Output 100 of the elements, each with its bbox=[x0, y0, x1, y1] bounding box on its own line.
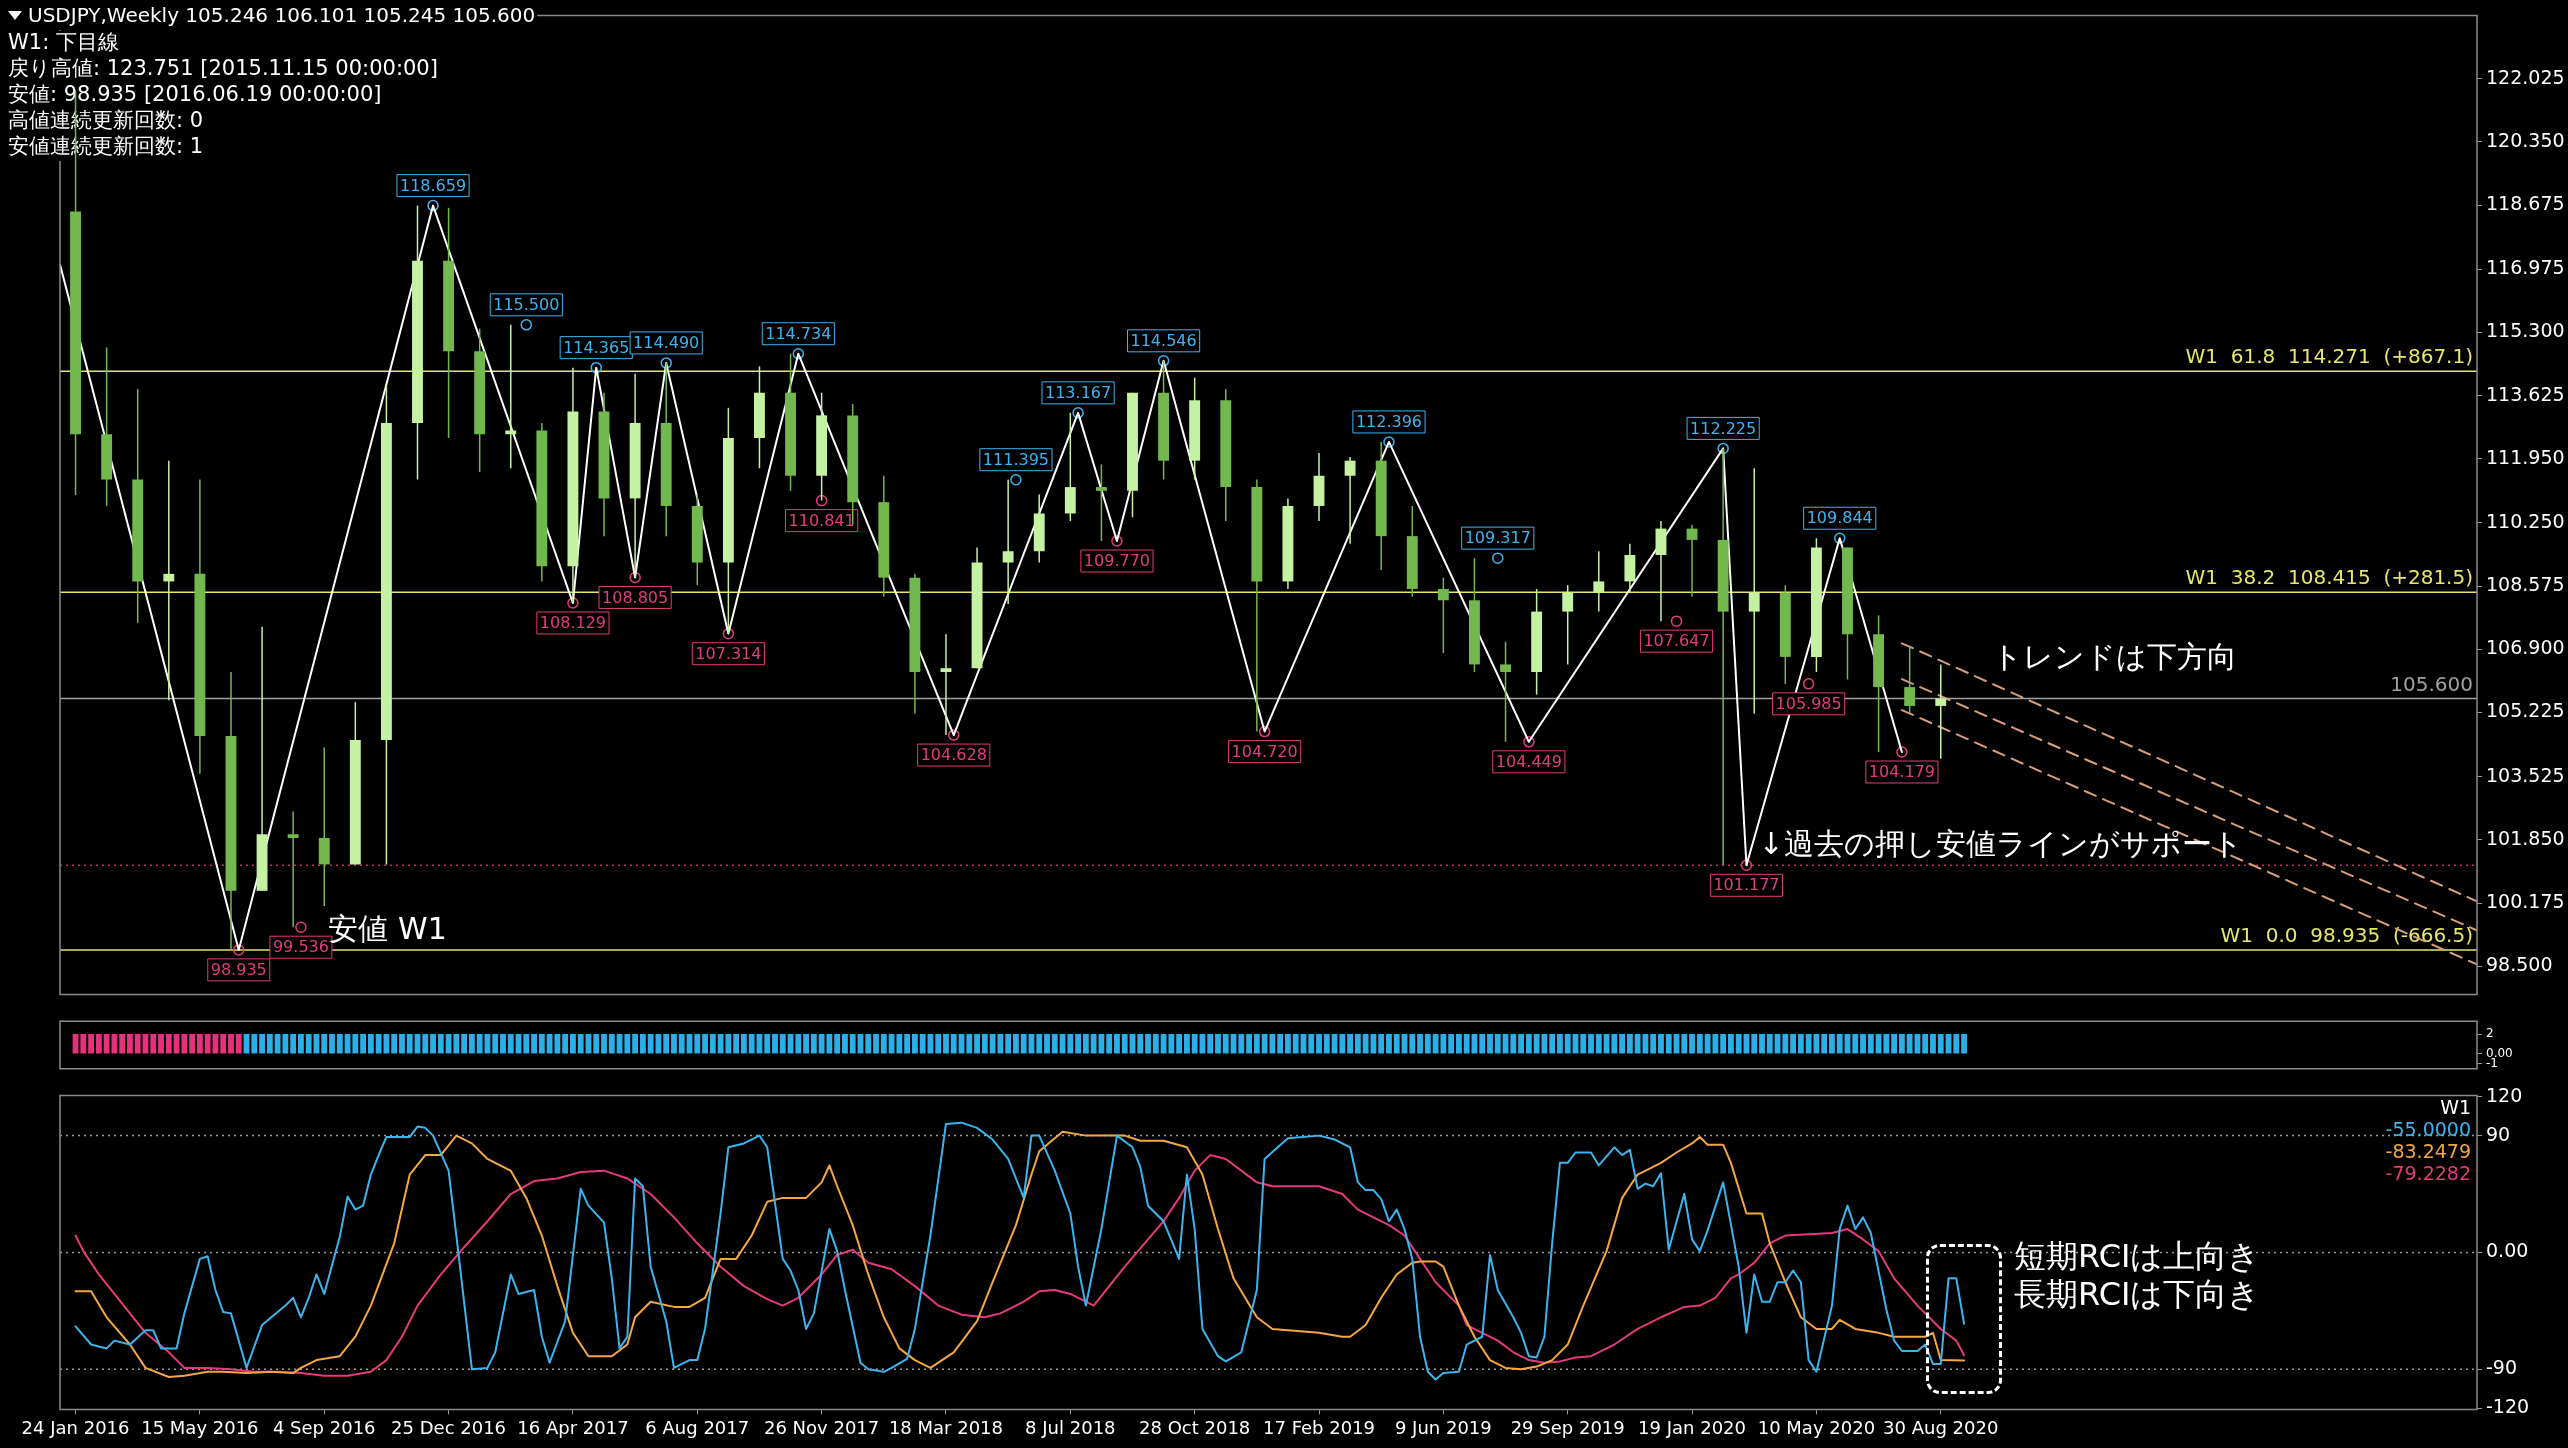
point bbox=[1896, 746, 1908, 758]
text: -79.2282 bbox=[2385, 1162, 2471, 1185]
y-tick-label: -90 bbox=[2486, 1356, 2518, 1379]
x-tick-label: 30 Aug 2020 bbox=[1883, 1416, 1999, 1438]
y-tick-label: 110.250 bbox=[2486, 509, 2565, 532]
candlestick bbox=[1095, 463, 1107, 542]
x-tick-label: 19 Jan 2020 bbox=[1638, 1416, 1747, 1438]
data-label: 114.546 bbox=[1130, 330, 1197, 350]
ref-line-label: W1 38.2 108.415 (+281.5) bbox=[2185, 565, 2473, 590]
chart-title: USDJPY,Weekly 105.246 106.101 105.245 105.600 bbox=[28, 3, 536, 28]
ref-line-label: W1 0.0 98.935 (-666.5) bbox=[2220, 923, 2473, 948]
point bbox=[1010, 473, 1022, 486]
y-tick-label: 120.350 bbox=[2486, 128, 2565, 151]
point bbox=[1111, 535, 1123, 547]
x-tick-label: 16 Apr 2017 bbox=[517, 1416, 629, 1438]
data-label: 105.985 bbox=[1775, 694, 1842, 714]
y-tick-label: 115.300 bbox=[2486, 319, 2565, 342]
x-tick-label: 29 Sep 2019 bbox=[1510, 1416, 1625, 1438]
legend-title: W1 bbox=[2440, 1096, 2471, 1119]
data-label: 104.179 bbox=[1868, 762, 1935, 782]
point bbox=[1523, 736, 1535, 748]
candlestick bbox=[1904, 644, 1916, 715]
point bbox=[1258, 725, 1271, 738]
annotation: W1: 下目線 bbox=[8, 30, 119, 55]
point bbox=[590, 361, 602, 374]
point bbox=[722, 627, 735, 640]
text: -55.0000 bbox=[2385, 1118, 2471, 1141]
data-label: 99.536 bbox=[272, 937, 329, 957]
data-label: 104.720 bbox=[1231, 741, 1298, 761]
point bbox=[1072, 407, 1084, 419]
candlestick bbox=[163, 459, 175, 702]
data-label: 109.844 bbox=[1806, 508, 1873, 528]
point bbox=[233, 944, 245, 956]
x-tick-label: 4 Sep 2016 bbox=[272, 1416, 376, 1438]
point bbox=[1383, 436, 1395, 448]
ref-line-label: W1 61.8 114.271 (+867.1) bbox=[2185, 344, 2473, 369]
ref-line-label: 105.600 bbox=[2390, 671, 2473, 696]
y-tick-label: 101.850 bbox=[2486, 826, 2565, 849]
point bbox=[1492, 552, 1504, 564]
x-tick-label: 18 Mar 2018 bbox=[888, 1416, 1004, 1438]
data-label: 112.396 bbox=[1355, 412, 1423, 432]
point bbox=[1740, 859, 1753, 872]
annotation: 短期RCIは上向き bbox=[2014, 1236, 2261, 1275]
point bbox=[567, 597, 579, 609]
y-tick-label: 103.525 bbox=[2486, 763, 2565, 786]
data-label: 107.314 bbox=[695, 643, 762, 663]
y-tick-label: 120 bbox=[2486, 1083, 2523, 1106]
data-label: 112.225 bbox=[1690, 418, 1757, 438]
point bbox=[629, 571, 641, 584]
y-tick-label: 100.175 bbox=[2486, 890, 2565, 913]
candlestick bbox=[940, 633, 952, 736]
candlestick bbox=[1748, 467, 1760, 715]
point bbox=[948, 729, 960, 741]
data-label: 111.395 bbox=[982, 449, 1050, 469]
data-label: 104.449 bbox=[1495, 751, 1562, 771]
candlestick bbox=[1437, 576, 1449, 654]
y-tick-label: 2 bbox=[2486, 1026, 2494, 1041]
text: -83.2479 bbox=[2385, 1140, 2471, 1163]
y-tick-label: 0.00 bbox=[2486, 1239, 2529, 1262]
data-label: 107.647 bbox=[1643, 631, 1710, 651]
x-tick-label: 8 Jul 2018 bbox=[1025, 1416, 1116, 1438]
annotation: 安値 W1 bbox=[328, 910, 447, 946]
point bbox=[295, 921, 307, 933]
data-label: 114.490 bbox=[633, 333, 700, 353]
data-label: 113.167 bbox=[1045, 383, 1112, 403]
point bbox=[427, 199, 439, 212]
data-label: 115.500 bbox=[493, 294, 560, 314]
candlestick bbox=[1593, 550, 1605, 613]
y-tick-label: 108.575 bbox=[2486, 573, 2565, 596]
point bbox=[520, 319, 533, 331]
annotation: 長期RCIは下向き bbox=[2014, 1274, 2261, 1313]
data-label: 109.770 bbox=[1083, 551, 1151, 571]
candlestick bbox=[287, 810, 299, 928]
candlestick bbox=[1935, 663, 1947, 760]
data-label: 108.805 bbox=[602, 587, 669, 607]
x-tick-label: 10 May 2020 bbox=[1757, 1416, 1876, 1438]
data-label: 101.177 bbox=[1713, 875, 1780, 895]
data-label: 104.628 bbox=[920, 745, 987, 765]
x-tick-label: 24 Jan 2016 bbox=[21, 1416, 130, 1438]
point bbox=[1157, 355, 1170, 367]
annotation: トレンドは下方向 bbox=[1991, 638, 2237, 674]
candlestick bbox=[1500, 641, 1511, 743]
candlestick bbox=[505, 324, 517, 469]
point bbox=[792, 347, 805, 360]
data-label: 118.659 bbox=[399, 175, 467, 195]
y-tick-label: 106.900 bbox=[2486, 636, 2565, 659]
y-tick-label: 118.675 bbox=[2486, 191, 2565, 214]
y-tick-label: 116.975 bbox=[2486, 256, 2565, 279]
x-tick-label: 15 May 2016 bbox=[141, 1416, 259, 1438]
x-tick-label: 6 Aug 2017 bbox=[645, 1416, 750, 1438]
candlestick bbox=[1562, 584, 1574, 666]
y-tick-label: 111.950 bbox=[2486, 445, 2565, 468]
y-tick-label: 90 bbox=[2486, 1122, 2511, 1145]
candlestick bbox=[1002, 478, 1014, 605]
candlestick bbox=[1344, 456, 1356, 545]
annotation: 戻り高値: 123.751 [2015.11.15 00:00:00] bbox=[8, 56, 438, 81]
y-tick-label: 122.025 bbox=[2486, 65, 2565, 88]
point bbox=[815, 494, 828, 507]
point bbox=[1670, 615, 1683, 627]
y-tick-label: 113.625 bbox=[2486, 382, 2565, 405]
